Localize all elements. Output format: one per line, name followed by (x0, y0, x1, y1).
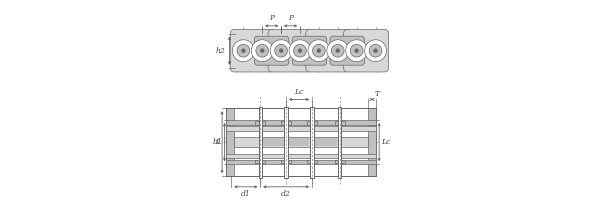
Circle shape (232, 40, 254, 62)
Circle shape (279, 49, 283, 53)
Bar (338, 107, 341, 178)
Circle shape (241, 49, 245, 53)
Circle shape (327, 40, 349, 62)
Bar (335, 160, 345, 163)
FancyBboxPatch shape (306, 29, 351, 72)
Text: P: P (269, 14, 274, 22)
Circle shape (293, 44, 307, 57)
Bar (226, 108, 234, 176)
Bar (314, 137, 338, 147)
Bar (287, 137, 310, 147)
Circle shape (369, 44, 382, 57)
FancyBboxPatch shape (230, 29, 275, 72)
Bar (284, 107, 287, 178)
Text: P: P (288, 14, 293, 22)
Bar (226, 126, 376, 131)
Bar (368, 108, 376, 176)
Circle shape (298, 49, 302, 53)
Bar (335, 121, 345, 125)
Bar (289, 138, 310, 146)
Bar (314, 138, 337, 146)
Circle shape (275, 44, 287, 57)
Text: Lc: Lc (295, 88, 304, 96)
Circle shape (355, 49, 359, 53)
Bar (281, 121, 291, 125)
FancyBboxPatch shape (268, 29, 313, 72)
Text: d1: d1 (241, 190, 251, 198)
Circle shape (289, 40, 311, 62)
FancyBboxPatch shape (292, 36, 326, 65)
Bar (255, 121, 265, 125)
Bar (255, 160, 265, 163)
FancyBboxPatch shape (254, 36, 289, 65)
Circle shape (365, 40, 386, 62)
Circle shape (251, 40, 273, 62)
Circle shape (260, 49, 264, 53)
Circle shape (317, 49, 321, 53)
Circle shape (270, 40, 292, 62)
Bar (226, 160, 376, 164)
Bar (310, 107, 314, 178)
Bar (262, 137, 284, 147)
Bar (226, 120, 376, 125)
Bar (307, 160, 317, 163)
FancyBboxPatch shape (344, 29, 389, 72)
Circle shape (308, 40, 330, 62)
Circle shape (331, 44, 344, 57)
Bar (307, 121, 317, 125)
Bar (234, 137, 259, 147)
Text: T: T (375, 90, 380, 98)
Text: h2: h2 (216, 47, 226, 55)
Text: b1: b1 (213, 138, 223, 146)
Circle shape (336, 49, 340, 53)
Bar (259, 107, 262, 178)
Text: L: L (215, 138, 220, 146)
Circle shape (346, 40, 368, 62)
Circle shape (313, 44, 325, 57)
Circle shape (237, 44, 250, 57)
Bar (341, 137, 368, 147)
Circle shape (350, 44, 363, 57)
Bar (281, 160, 291, 163)
Circle shape (256, 44, 269, 57)
Circle shape (374, 49, 377, 53)
Bar (226, 154, 376, 158)
Text: Lc: Lc (382, 138, 391, 146)
Bar (263, 138, 284, 146)
Text: d2: d2 (281, 190, 291, 198)
FancyBboxPatch shape (330, 36, 364, 65)
